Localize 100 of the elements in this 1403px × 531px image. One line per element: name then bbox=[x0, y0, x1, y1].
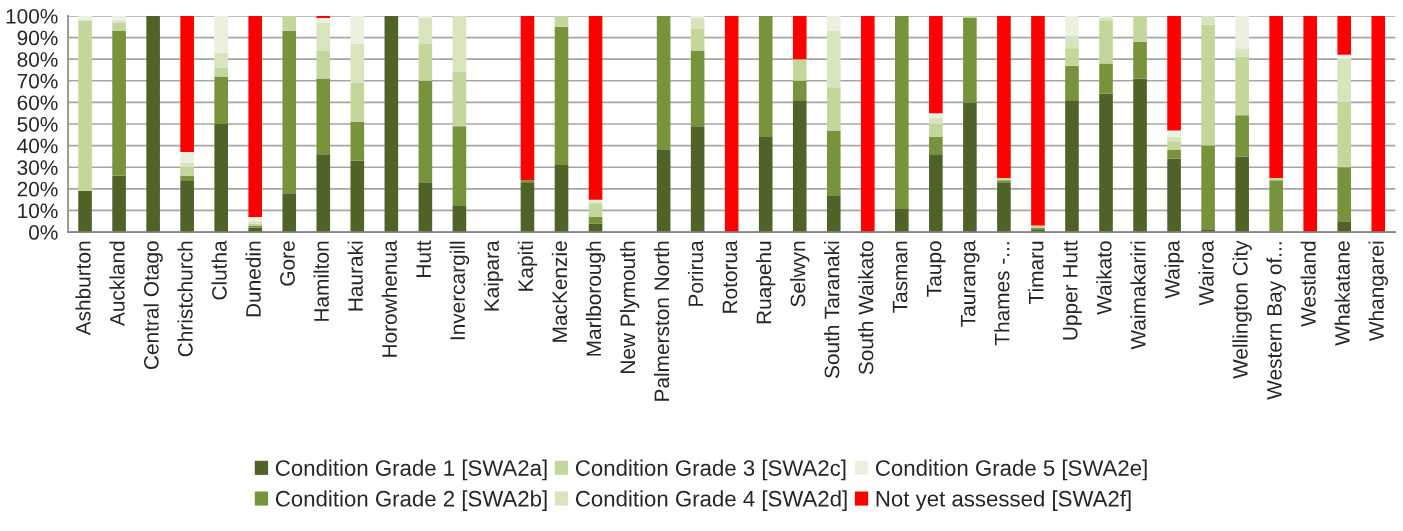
x-tick-label: Whangarei bbox=[1368, 241, 1388, 342]
bar bbox=[180, 15, 194, 153]
bar bbox=[1371, 15, 1386, 233]
x-tick-label: Tasman bbox=[892, 241, 908, 313]
bar bbox=[180, 162, 194, 168]
bar bbox=[554, 165, 569, 233]
bar bbox=[112, 22, 126, 32]
bar bbox=[929, 15, 943, 114]
x-tick-label: Timaru bbox=[1028, 241, 1044, 304]
bar bbox=[282, 193, 297, 233]
bar bbox=[997, 182, 1011, 233]
x-tick-label: Ashburton bbox=[75, 241, 91, 336]
bar bbox=[1065, 35, 1079, 49]
bar bbox=[350, 160, 365, 233]
bar bbox=[78, 20, 92, 191]
bar bbox=[1167, 149, 1181, 159]
bar bbox=[350, 44, 365, 83]
bar bbox=[214, 15, 228, 53]
bar bbox=[1133, 78, 1147, 233]
bar bbox=[1167, 15, 1181, 131]
bar bbox=[1167, 136, 1181, 142]
bar bbox=[826, 87, 841, 131]
legend-label: Condition Grade 4 [SWA2d] bbox=[575, 490, 847, 511]
x-tick-label: Palmerston North bbox=[653, 241, 670, 401]
x-tick-label: Hamilton bbox=[313, 241, 329, 321]
bar bbox=[690, 50, 705, 127]
x-tick-label: Upper Hutt bbox=[1063, 240, 1082, 340]
y-tick-label: 10% bbox=[18, 203, 58, 219]
bar bbox=[180, 180, 194, 233]
bar bbox=[656, 15, 671, 150]
bar bbox=[929, 123, 943, 137]
x-tick-label: Taupo bbox=[926, 241, 946, 297]
x-tick-label: Thames -... bbox=[994, 242, 1010, 346]
x-tick-label: Kapiti bbox=[517, 241, 538, 291]
x-tick-label: Porirua bbox=[687, 240, 704, 306]
bar bbox=[929, 113, 943, 118]
bar bbox=[452, 72, 467, 127]
bar bbox=[929, 117, 943, 124]
bar bbox=[1167, 141, 1181, 150]
bar bbox=[1337, 221, 1352, 233]
bar bbox=[1235, 48, 1249, 57]
bar bbox=[588, 203, 603, 217]
bar bbox=[452, 15, 467, 73]
x-tick-label: Wellington City bbox=[1232, 240, 1252, 379]
bar bbox=[350, 15, 365, 45]
bar bbox=[1065, 100, 1079, 233]
bar bbox=[418, 80, 433, 183]
bar bbox=[895, 15, 909, 209]
bar bbox=[384, 15, 399, 233]
x-tick-label: Christchurch bbox=[177, 241, 193, 357]
bar bbox=[180, 152, 194, 163]
legend-label: Condition Grade 1 [SWA2a] bbox=[275, 459, 547, 481]
x-tick-label: Selwyn bbox=[790, 241, 810, 307]
bar bbox=[1269, 178, 1283, 181]
x-tick-label: South Taranaki bbox=[824, 241, 840, 379]
bar bbox=[180, 175, 194, 181]
bar bbox=[146, 15, 160, 233]
y-tick-label: 100% bbox=[6, 8, 58, 24]
bar bbox=[316, 18, 331, 23]
bar bbox=[792, 80, 807, 101]
x-tick-label: New Plymouth bbox=[619, 241, 640, 373]
bar bbox=[1133, 15, 1147, 42]
bar bbox=[690, 15, 705, 19]
bar bbox=[963, 18, 977, 103]
x-tick-label: Waimakariri bbox=[1130, 241, 1146, 350]
bar bbox=[1269, 180, 1283, 233]
x-tick-label: Ruapehu bbox=[755, 241, 776, 324]
bar bbox=[350, 82, 365, 122]
bar bbox=[1167, 130, 1181, 137]
x-tick-label: Dunedin bbox=[245, 241, 261, 317]
x-tick-label: Kaipara bbox=[483, 240, 504, 311]
bar bbox=[1235, 115, 1249, 157]
bar bbox=[690, 28, 705, 51]
bar bbox=[1337, 54, 1352, 60]
bar bbox=[792, 59, 807, 81]
x-tick-label: Invercargill bbox=[449, 241, 470, 340]
bar bbox=[826, 195, 841, 233]
bar bbox=[997, 15, 1011, 179]
x-tick-label: Auckland bbox=[109, 241, 125, 327]
bar bbox=[1269, 15, 1283, 179]
bar bbox=[418, 182, 433, 233]
bar bbox=[214, 76, 228, 124]
x-tick-label: Westland bbox=[1300, 241, 1316, 327]
x-tick-label: Waipa bbox=[1164, 240, 1184, 299]
bar bbox=[554, 15, 569, 27]
x-tick-label: Clutha bbox=[211, 240, 227, 300]
bar bbox=[1235, 156, 1249, 233]
bar bbox=[248, 15, 263, 217]
bar bbox=[826, 31, 841, 88]
bar bbox=[1337, 15, 1352, 55]
bar bbox=[316, 22, 331, 51]
bar bbox=[1337, 59, 1352, 103]
bar bbox=[316, 15, 331, 19]
bar bbox=[826, 130, 841, 196]
bar bbox=[792, 100, 807, 233]
bar bbox=[929, 136, 943, 155]
bar bbox=[248, 216, 263, 222]
x-tick-label: South Waikato bbox=[858, 241, 874, 375]
legend-label: Condition Grade 5 [SWA2e] bbox=[875, 459, 1147, 481]
x-tick-label: Wairoa bbox=[1198, 240, 1214, 306]
